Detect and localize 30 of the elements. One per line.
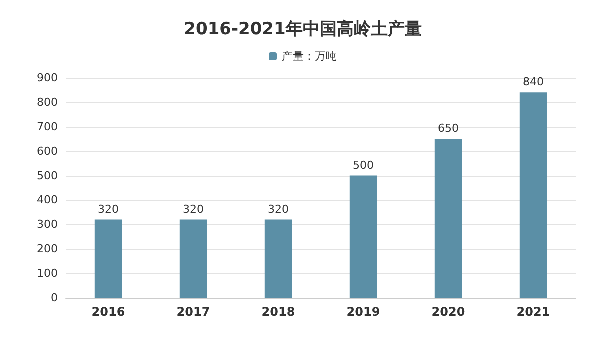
y-tick-label: 100 (37, 267, 58, 280)
y-tick-label: 500 (37, 169, 58, 182)
x-tick-label: 2020 (432, 305, 466, 319)
x-tick-label: 2017 (176, 305, 210, 319)
legend-label: 产量：万吨 (282, 50, 337, 63)
data-label: 320 (268, 202, 289, 216)
data-label: 320 (183, 202, 204, 216)
chart-title: 2016-2021年中国高岭土产量 (184, 20, 422, 40)
bar (434, 139, 462, 298)
y-tick-label: 400 (37, 194, 58, 207)
bar (520, 92, 548, 298)
x-tick-label: 2016 (92, 305, 126, 319)
x-tick-label: 2021 (516, 305, 550, 319)
data-label: 650 (438, 122, 459, 136)
y-tick-label: 200 (37, 242, 58, 256)
bar (94, 220, 122, 298)
y-tick-label: 0 (51, 292, 58, 304)
bar (350, 176, 378, 298)
bar (264, 220, 292, 298)
y-tick-label: 700 (37, 120, 58, 134)
data-label: 320 (98, 202, 119, 216)
y-tick-label: 600 (37, 144, 58, 158)
bar (180, 220, 208, 298)
data-label: 840 (523, 76, 544, 89)
y-tick-label: 300 (37, 218, 58, 232)
y-tick-label: 800 (37, 96, 58, 109)
x-tick-label: 2019 (346, 305, 380, 319)
x-tick-label: 2018 (262, 305, 296, 319)
data-label: 500 (353, 158, 374, 172)
y-tick-label: 900 (37, 72, 58, 84)
